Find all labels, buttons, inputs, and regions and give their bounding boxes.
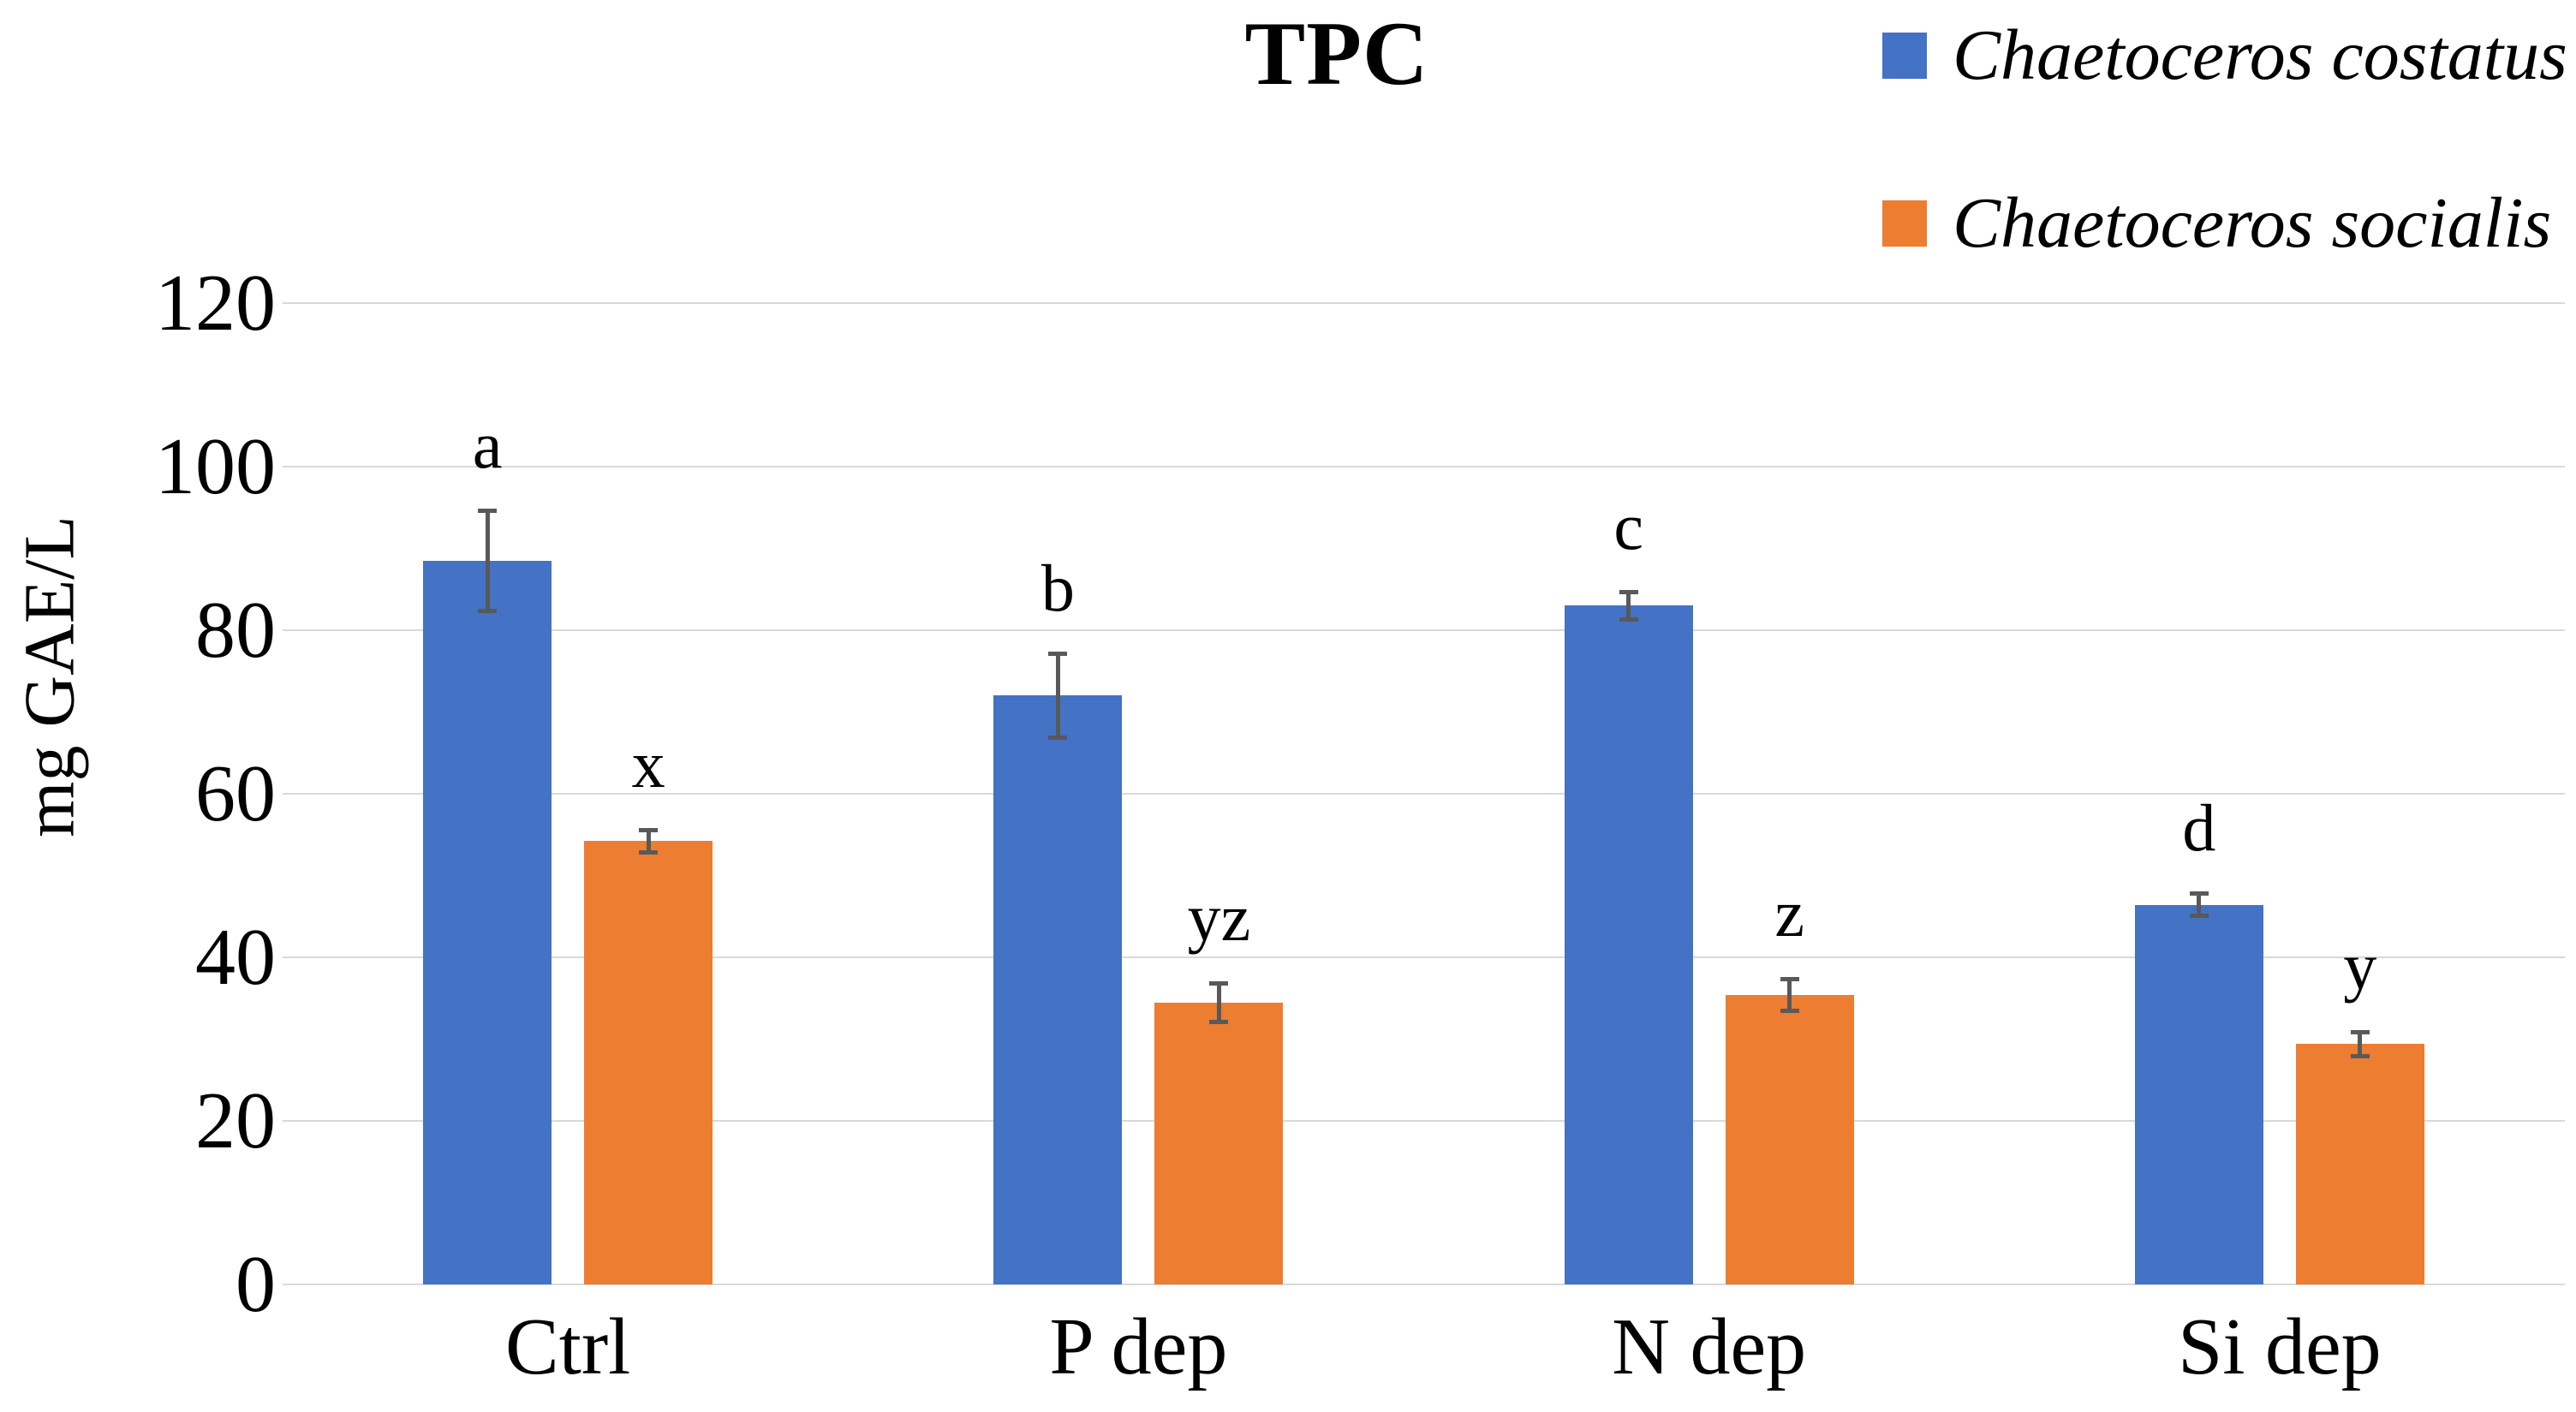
error-bar-cap-bottom-socialis-n-dep bbox=[1780, 1009, 1799, 1014]
gridline-y-0 bbox=[283, 1284, 2565, 1285]
x-axis-label-si-dep: Si dep bbox=[2178, 1302, 2382, 1391]
x-axis-label-n-dep: N dep bbox=[1612, 1302, 1807, 1391]
sig-letter-costatus-n-dep: c bbox=[1613, 489, 1643, 564]
error-bar-cap-top-socialis-ctrl bbox=[639, 827, 659, 832]
bar-costatus-ctrl bbox=[423, 560, 552, 1284]
sig-letter-socialis-ctrl: x bbox=[631, 726, 665, 801]
sig-letter-socialis-p-dep: yz bbox=[1187, 879, 1251, 955]
gridline-y-80 bbox=[283, 629, 2565, 631]
gridline-y-100 bbox=[283, 466, 2565, 468]
gridline-y-120 bbox=[283, 302, 2565, 304]
error-bar-line-socialis-n-dep bbox=[1787, 980, 1792, 1010]
error-bar-cap-top-socialis-p-dep bbox=[1209, 980, 1229, 986]
legend-label-costatus: Chaetoceros costatus bbox=[1953, 15, 2567, 95]
y-tick-label-80: 80 bbox=[195, 586, 276, 675]
error-bar-cap-top-costatus-ctrl bbox=[478, 508, 498, 513]
error-bar-line-costatus-n-dep bbox=[1626, 593, 1631, 618]
sig-letter-socialis-si-dep: y bbox=[2343, 928, 2377, 1004]
gridline-y-40 bbox=[283, 956, 2565, 958]
error-bar-cap-top-costatus-si-dep bbox=[2189, 891, 2209, 897]
gridline-y-20 bbox=[283, 1120, 2565, 1122]
error-bar-line-costatus-si-dep bbox=[2197, 895, 2202, 915]
chart-title: TPC bbox=[1244, 3, 1429, 104]
error-bar-cap-bottom-socialis-si-dep bbox=[2350, 1053, 2370, 1058]
y-tick-label-40: 40 bbox=[195, 913, 276, 1002]
error-bar-cap-bottom-costatus-p-dep bbox=[1048, 736, 1068, 741]
gridline-y-60 bbox=[283, 793, 2565, 795]
legend-swatch-socialis bbox=[1882, 200, 1927, 247]
y-tick-label-120: 120 bbox=[155, 259, 276, 348]
legend-item-socialis: Chaetoceros socialis bbox=[1882, 185, 2551, 262]
sig-letter-costatus-si-dep: d bbox=[2182, 790, 2216, 866]
y-tick-label-60: 60 bbox=[195, 749, 276, 838]
error-bar-cap-bottom-costatus-si-dep bbox=[2189, 914, 2209, 919]
legend-swatch-costatus bbox=[1882, 33, 1927, 79]
sig-letter-costatus-ctrl: a bbox=[472, 407, 503, 482]
sig-letter-costatus-p-dep: b bbox=[1041, 550, 1075, 625]
bar-socialis-si-dep bbox=[2295, 1044, 2424, 1284]
legend-label-socialis: Chaetoceros socialis bbox=[1953, 183, 2552, 263]
error-bar-cap-bottom-costatus-ctrl bbox=[478, 609, 498, 614]
y-tick-label-100: 100 bbox=[155, 422, 276, 511]
legend-item-costatus: Chaetoceros costatus bbox=[1882, 17, 2567, 94]
error-bar-line-costatus-ctrl bbox=[485, 511, 490, 611]
bar-socialis-n-dep bbox=[1725, 994, 1854, 1284]
bar-costatus-n-dep bbox=[1564, 605, 1693, 1284]
error-bar-cap-bottom-costatus-n-dep bbox=[1619, 617, 1638, 622]
error-bar-line-costatus-p-dep bbox=[1055, 654, 1060, 737]
bar-costatus-si-dep bbox=[2134, 904, 2263, 1284]
error-bar-line-socialis-p-dep bbox=[1216, 984, 1221, 1021]
y-tick-label-0: 0 bbox=[236, 1240, 276, 1329]
sig-letter-socialis-n-dep: z bbox=[1774, 875, 1804, 950]
y-tick-label-20: 20 bbox=[195, 1076, 276, 1165]
error-bar-cap-bottom-socialis-ctrl bbox=[639, 849, 659, 855]
error-bar-cap-top-costatus-n-dep bbox=[1619, 590, 1638, 595]
bar-socialis-ctrl bbox=[584, 841, 713, 1284]
x-axis-label-p-dep: P dep bbox=[1049, 1302, 1228, 1391]
error-bar-cap-top-socialis-si-dep bbox=[2350, 1029, 2370, 1034]
error-bar-cap-top-costatus-p-dep bbox=[1048, 651, 1068, 656]
x-axis-label-ctrl: Ctrl bbox=[505, 1302, 631, 1391]
bar-socialis-p-dep bbox=[1154, 1002, 1284, 1284]
error-bar-cap-bottom-socialis-p-dep bbox=[1209, 1019, 1229, 1024]
error-bar-cap-top-socialis-n-dep bbox=[1780, 976, 1799, 981]
error-bar-line-socialis-si-dep bbox=[2358, 1033, 2363, 1055]
bar-costatus-p-dep bbox=[993, 695, 1123, 1284]
error-bar-line-socialis-ctrl bbox=[646, 831, 651, 851]
